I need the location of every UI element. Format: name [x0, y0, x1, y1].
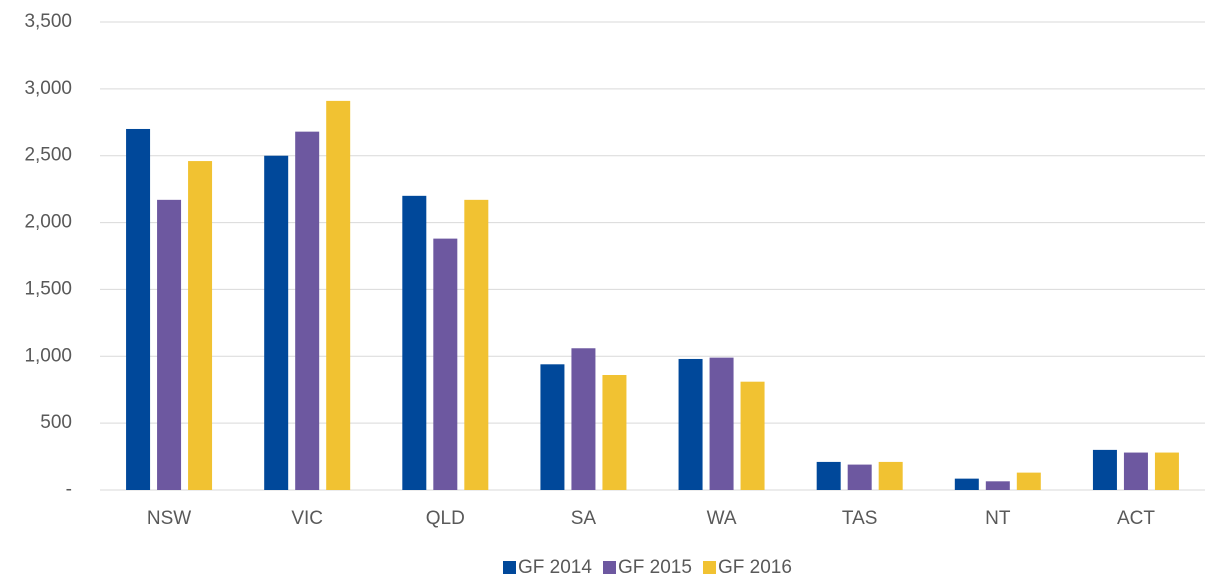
bar [464, 199, 489, 490]
y-tick-label: 3,500 [24, 11, 72, 32]
bar [678, 358, 703, 490]
bar [402, 195, 427, 491]
y-tick-label: 500 [40, 412, 72, 433]
bar [816, 461, 841, 490]
bar [602, 375, 627, 490]
legend-swatch [503, 561, 516, 574]
bar [847, 464, 872, 490]
bar [985, 481, 1010, 490]
bar [1092, 449, 1117, 490]
bar [264, 155, 289, 490]
bar [878, 461, 903, 490]
x-tick-label: WA [707, 508, 737, 529]
x-tick-label: QLD [426, 508, 465, 529]
bar [326, 100, 351, 491]
bar [571, 348, 596, 490]
bar [1123, 452, 1148, 490]
y-tick-label: - [66, 479, 72, 500]
legend-swatch [703, 561, 716, 574]
x-tick-label: SA [571, 508, 597, 529]
legend-swatch [603, 561, 616, 574]
legend-label: GF 2015 [618, 557, 692, 578]
bar [709, 357, 734, 490]
bar [433, 238, 458, 490]
bar [1016, 472, 1041, 490]
legend-label: GF 2014 [518, 557, 592, 578]
bar [295, 131, 320, 490]
x-tick-label: NSW [147, 508, 191, 529]
legend-label: GF 2016 [718, 557, 792, 578]
bar [188, 161, 213, 490]
bar [740, 381, 765, 490]
y-tick-label: 1,500 [24, 278, 72, 299]
x-tick-label: NT [985, 508, 1011, 529]
y-tick-label: 2,000 [24, 212, 72, 233]
x-tick-label: ACT [1117, 508, 1155, 529]
bar [954, 478, 979, 490]
bar [1154, 452, 1179, 490]
x-tick-label: TAS [842, 508, 878, 529]
x-tick-label: VIC [291, 508, 323, 529]
y-tick-label: 3,000 [24, 78, 72, 99]
bar [540, 364, 565, 490]
bar [157, 199, 182, 490]
y-tick-label: 1,000 [24, 345, 72, 366]
y-tick-label: 2,500 [24, 145, 72, 166]
bar [126, 128, 151, 490]
